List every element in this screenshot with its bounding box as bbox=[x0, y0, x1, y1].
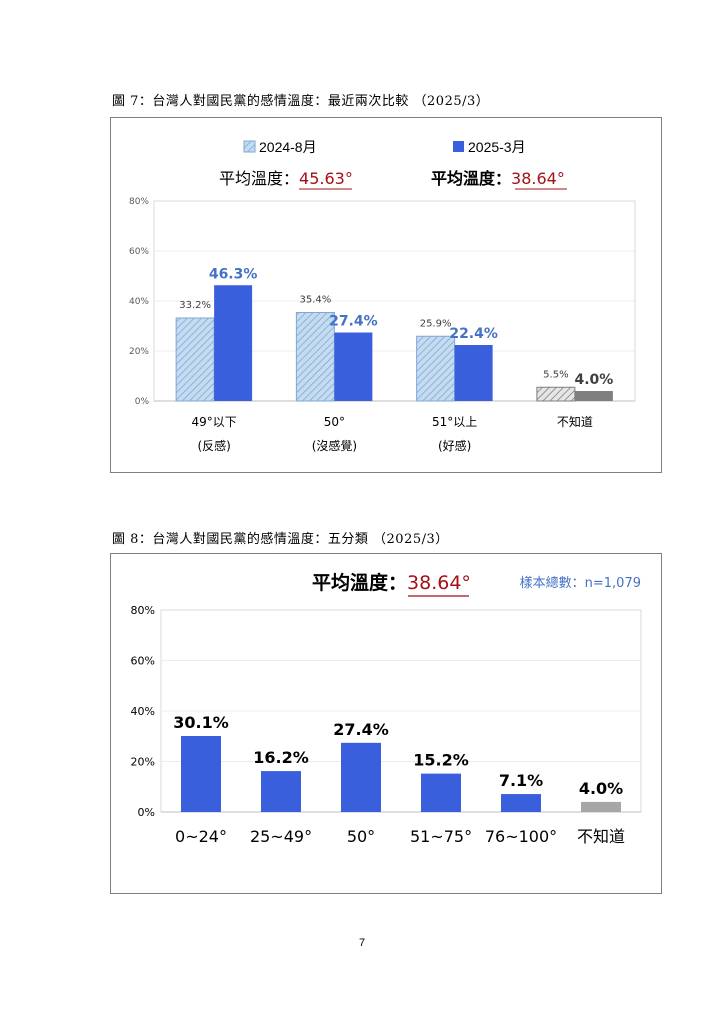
x-tick-label: 51°以上 bbox=[432, 415, 477, 429]
x-tick-label: 49°以下 bbox=[191, 415, 236, 429]
y-tick-label: 60% bbox=[129, 247, 149, 257]
data-label-2025: 27.4% bbox=[329, 314, 378, 330]
x-tick-label: 0~24° bbox=[175, 827, 227, 846]
x-tick-label: 50° bbox=[347, 827, 375, 846]
y-tick-label: 0% bbox=[138, 806, 155, 819]
data-label: 27.4% bbox=[333, 720, 389, 739]
bar-5 bbox=[581, 801, 621, 812]
bar-2024-0 bbox=[175, 317, 215, 402]
data-label-2025: 4.0% bbox=[574, 372, 613, 388]
avg-temp-2024: 平均溫度：45.63° bbox=[219, 169, 353, 188]
y-tick-label: 80% bbox=[131, 604, 155, 617]
y-tick-label: 40% bbox=[131, 705, 155, 718]
x-tick-label: 不知道 bbox=[557, 415, 593, 429]
data-label-2025: 46.3% bbox=[209, 266, 258, 282]
legend-label-2024: 2024-8月 bbox=[259, 139, 317, 155]
bar-2025-2 bbox=[454, 345, 493, 401]
legend-label-2025: 2025-3月 bbox=[468, 139, 526, 155]
x-tick-sublabel: (沒感覺) bbox=[312, 438, 357, 453]
bar-2024-1 bbox=[295, 312, 335, 402]
bar-3 bbox=[421, 773, 461, 812]
data-label: 16.2% bbox=[253, 748, 309, 767]
sample-size: 樣本總數：n=1,079 bbox=[520, 575, 641, 591]
x-tick-label: 51~75° bbox=[410, 827, 472, 846]
bar-2025-1 bbox=[334, 332, 373, 401]
data-label-2024: 35.4% bbox=[299, 295, 331, 306]
figure-8-caption: 圖 8：台灣人對國民黨的感情溫度：五分類 （2025/3） bbox=[112, 532, 449, 547]
avg-temp-2024-value: 45.63° bbox=[299, 169, 353, 188]
y-tick-label: 60% bbox=[131, 655, 155, 668]
y-tick-label: 20% bbox=[129, 347, 149, 357]
bar-2025-3 bbox=[574, 391, 613, 401]
data-label-2024: 5.5% bbox=[543, 369, 568, 380]
data-label-2024: 25.9% bbox=[420, 318, 452, 329]
data-label: 15.2% bbox=[413, 751, 469, 770]
chart-8-frame: 平均溫度：38.64° 樣本總數：n=1,079 0% 20% 40% 60% 80% 30.… bbox=[110, 553, 662, 894]
x-tick-label: 不知道 bbox=[577, 827, 625, 846]
x-tick-sublabel: (反感) bbox=[197, 438, 230, 453]
bar-0 bbox=[181, 735, 221, 812]
x-tick-label: 76~100° bbox=[485, 827, 557, 846]
data-label-2024: 33.2% bbox=[179, 300, 211, 311]
y-tick-label: 80% bbox=[129, 197, 149, 207]
avg-temp: 平均溫度：38.64° bbox=[312, 571, 471, 594]
data-label: 7.1% bbox=[499, 771, 543, 790]
data-label: 4.0% bbox=[579, 779, 623, 798]
y-tick-label: 20% bbox=[131, 756, 155, 769]
bar-2 bbox=[341, 742, 381, 812]
avg-temp-prefix: 平均溫度： bbox=[312, 571, 407, 594]
avg-temp-2025-value: 38.64° bbox=[511, 169, 565, 188]
avg-temp-2024-prefix: 平均溫度： bbox=[219, 169, 299, 188]
data-label: 30.1% bbox=[173, 713, 229, 732]
x-tick-label: 50° bbox=[324, 415, 345, 429]
bar-1 bbox=[261, 771, 301, 812]
chart-7-frame: 2024-8月 2025-3月 平均溫度：45.63° 平均溫度：38.64° 0% 20… bbox=[110, 117, 662, 473]
avg-temp-value: 38.64° bbox=[407, 572, 471, 594]
y-tick-label: 0% bbox=[135, 397, 150, 407]
bar-2025-0 bbox=[214, 285, 253, 401]
legend-swatch-2025 bbox=[453, 141, 464, 152]
y-tick-label: 40% bbox=[129, 297, 149, 307]
avg-temp-2025: 平均溫度：38.64° bbox=[431, 169, 565, 188]
x-tick-sublabel: (好感) bbox=[438, 438, 471, 453]
avg-temp-2025-prefix: 平均溫度： bbox=[431, 169, 511, 188]
bar-2024-2 bbox=[416, 335, 456, 402]
legend-swatch-2024 bbox=[243, 140, 256, 153]
bar-2024-3 bbox=[536, 386, 576, 402]
bar-4 bbox=[501, 794, 541, 812]
data-label-2025: 22.4% bbox=[449, 326, 498, 342]
page-number: 7 bbox=[358, 937, 366, 949]
x-tick-label: 25~49° bbox=[250, 827, 312, 846]
chart-8-svg: 平均溫度：38.64° 樣本總數：n=1,079 0% 20% 40% 60% 80% 30.… bbox=[131, 571, 642, 846]
figure-7-caption: 圖 7：台灣人對國民黨的感情溫度：最近兩次比較 （2025/3） bbox=[112, 94, 490, 109]
